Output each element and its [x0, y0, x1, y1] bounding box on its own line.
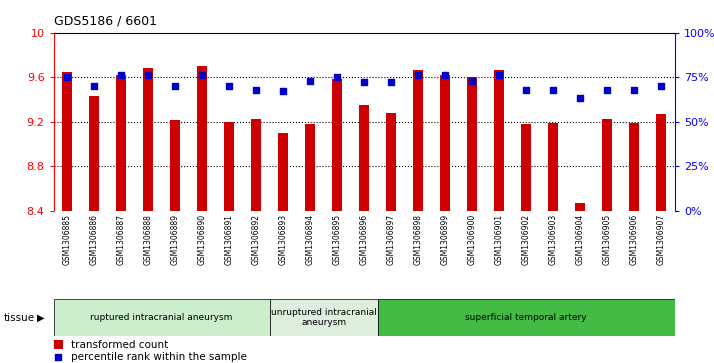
Point — [655, 83, 667, 89]
Point — [466, 78, 478, 83]
Point — [521, 87, 532, 93]
Text: GSM1306892: GSM1306892 — [251, 214, 261, 265]
Point — [331, 74, 343, 80]
Bar — [413, 70, 423, 211]
Bar — [386, 113, 396, 211]
Text: GSM1306898: GSM1306898 — [413, 214, 423, 265]
Bar — [54, 299, 270, 336]
Point — [439, 73, 451, 78]
Text: GDS5186 / 6601: GDS5186 / 6601 — [54, 15, 156, 28]
Point — [304, 78, 316, 83]
Point — [386, 79, 397, 85]
Text: GSM1306890: GSM1306890 — [198, 214, 206, 265]
Text: GSM1306905: GSM1306905 — [603, 214, 612, 265]
Bar — [62, 72, 72, 211]
Point — [251, 87, 262, 93]
Point — [575, 95, 586, 101]
Text: GSM1306907: GSM1306907 — [657, 214, 665, 265]
Point — [61, 74, 73, 80]
Point — [628, 87, 640, 93]
Text: GSM1306894: GSM1306894 — [306, 214, 315, 265]
Bar — [270, 299, 378, 336]
Bar — [441, 75, 450, 211]
Text: GSM1306885: GSM1306885 — [63, 214, 71, 265]
Text: GSM1306906: GSM1306906 — [630, 214, 639, 265]
Point — [278, 89, 289, 94]
Point — [196, 73, 208, 78]
Point — [169, 83, 181, 89]
Bar — [630, 123, 639, 211]
Bar — [116, 75, 126, 211]
Point — [223, 83, 235, 89]
Point — [142, 73, 154, 78]
Bar — [603, 119, 612, 211]
Text: percentile rank within the sample: percentile rank within the sample — [71, 352, 246, 362]
Bar — [54, 340, 63, 349]
Text: GSM1306903: GSM1306903 — [548, 214, 558, 265]
Text: GSM1306901: GSM1306901 — [495, 214, 503, 265]
Bar — [548, 123, 558, 211]
Bar — [333, 79, 342, 211]
Text: superficial temporal artery: superficial temporal artery — [466, 313, 587, 322]
Bar — [144, 68, 153, 211]
Point — [116, 73, 127, 78]
Bar — [171, 121, 180, 211]
Bar — [378, 299, 675, 336]
Text: GSM1306889: GSM1306889 — [171, 214, 180, 265]
Point — [601, 87, 613, 93]
Point — [493, 73, 505, 78]
Text: GSM1306896: GSM1306896 — [360, 214, 368, 265]
Bar — [224, 122, 233, 211]
Text: unruptured intracranial
aneurysm: unruptured intracranial aneurysm — [271, 308, 376, 327]
Bar — [251, 119, 261, 211]
Text: GSM1306886: GSM1306886 — [89, 214, 99, 265]
Text: ▶: ▶ — [37, 313, 45, 323]
Text: tissue: tissue — [4, 313, 35, 323]
Text: GSM1306897: GSM1306897 — [387, 214, 396, 265]
Bar — [306, 124, 315, 211]
Point — [548, 87, 559, 93]
Point — [413, 73, 424, 78]
Bar — [495, 70, 504, 211]
Point — [89, 83, 100, 89]
Point — [358, 79, 370, 85]
Text: GSM1306893: GSM1306893 — [278, 214, 288, 265]
Text: GSM1306895: GSM1306895 — [333, 214, 341, 265]
Bar — [575, 203, 585, 211]
Bar — [521, 124, 531, 211]
Text: GSM1306900: GSM1306900 — [468, 214, 477, 265]
Text: GSM1306899: GSM1306899 — [441, 214, 450, 265]
Point — [53, 355, 64, 360]
Text: GSM1306887: GSM1306887 — [116, 214, 126, 265]
Bar — [359, 105, 369, 211]
Text: ruptured intracranial aneurysm: ruptured intracranial aneurysm — [91, 313, 233, 322]
Bar — [656, 114, 666, 211]
Text: GSM1306891: GSM1306891 — [225, 214, 233, 265]
Text: GSM1306888: GSM1306888 — [144, 214, 153, 265]
Bar — [468, 77, 477, 211]
Bar — [89, 96, 99, 211]
Text: transformed count: transformed count — [71, 340, 168, 350]
Text: GSM1306904: GSM1306904 — [575, 214, 585, 265]
Text: GSM1306902: GSM1306902 — [522, 214, 531, 265]
Bar — [278, 133, 288, 211]
Bar — [197, 66, 207, 211]
